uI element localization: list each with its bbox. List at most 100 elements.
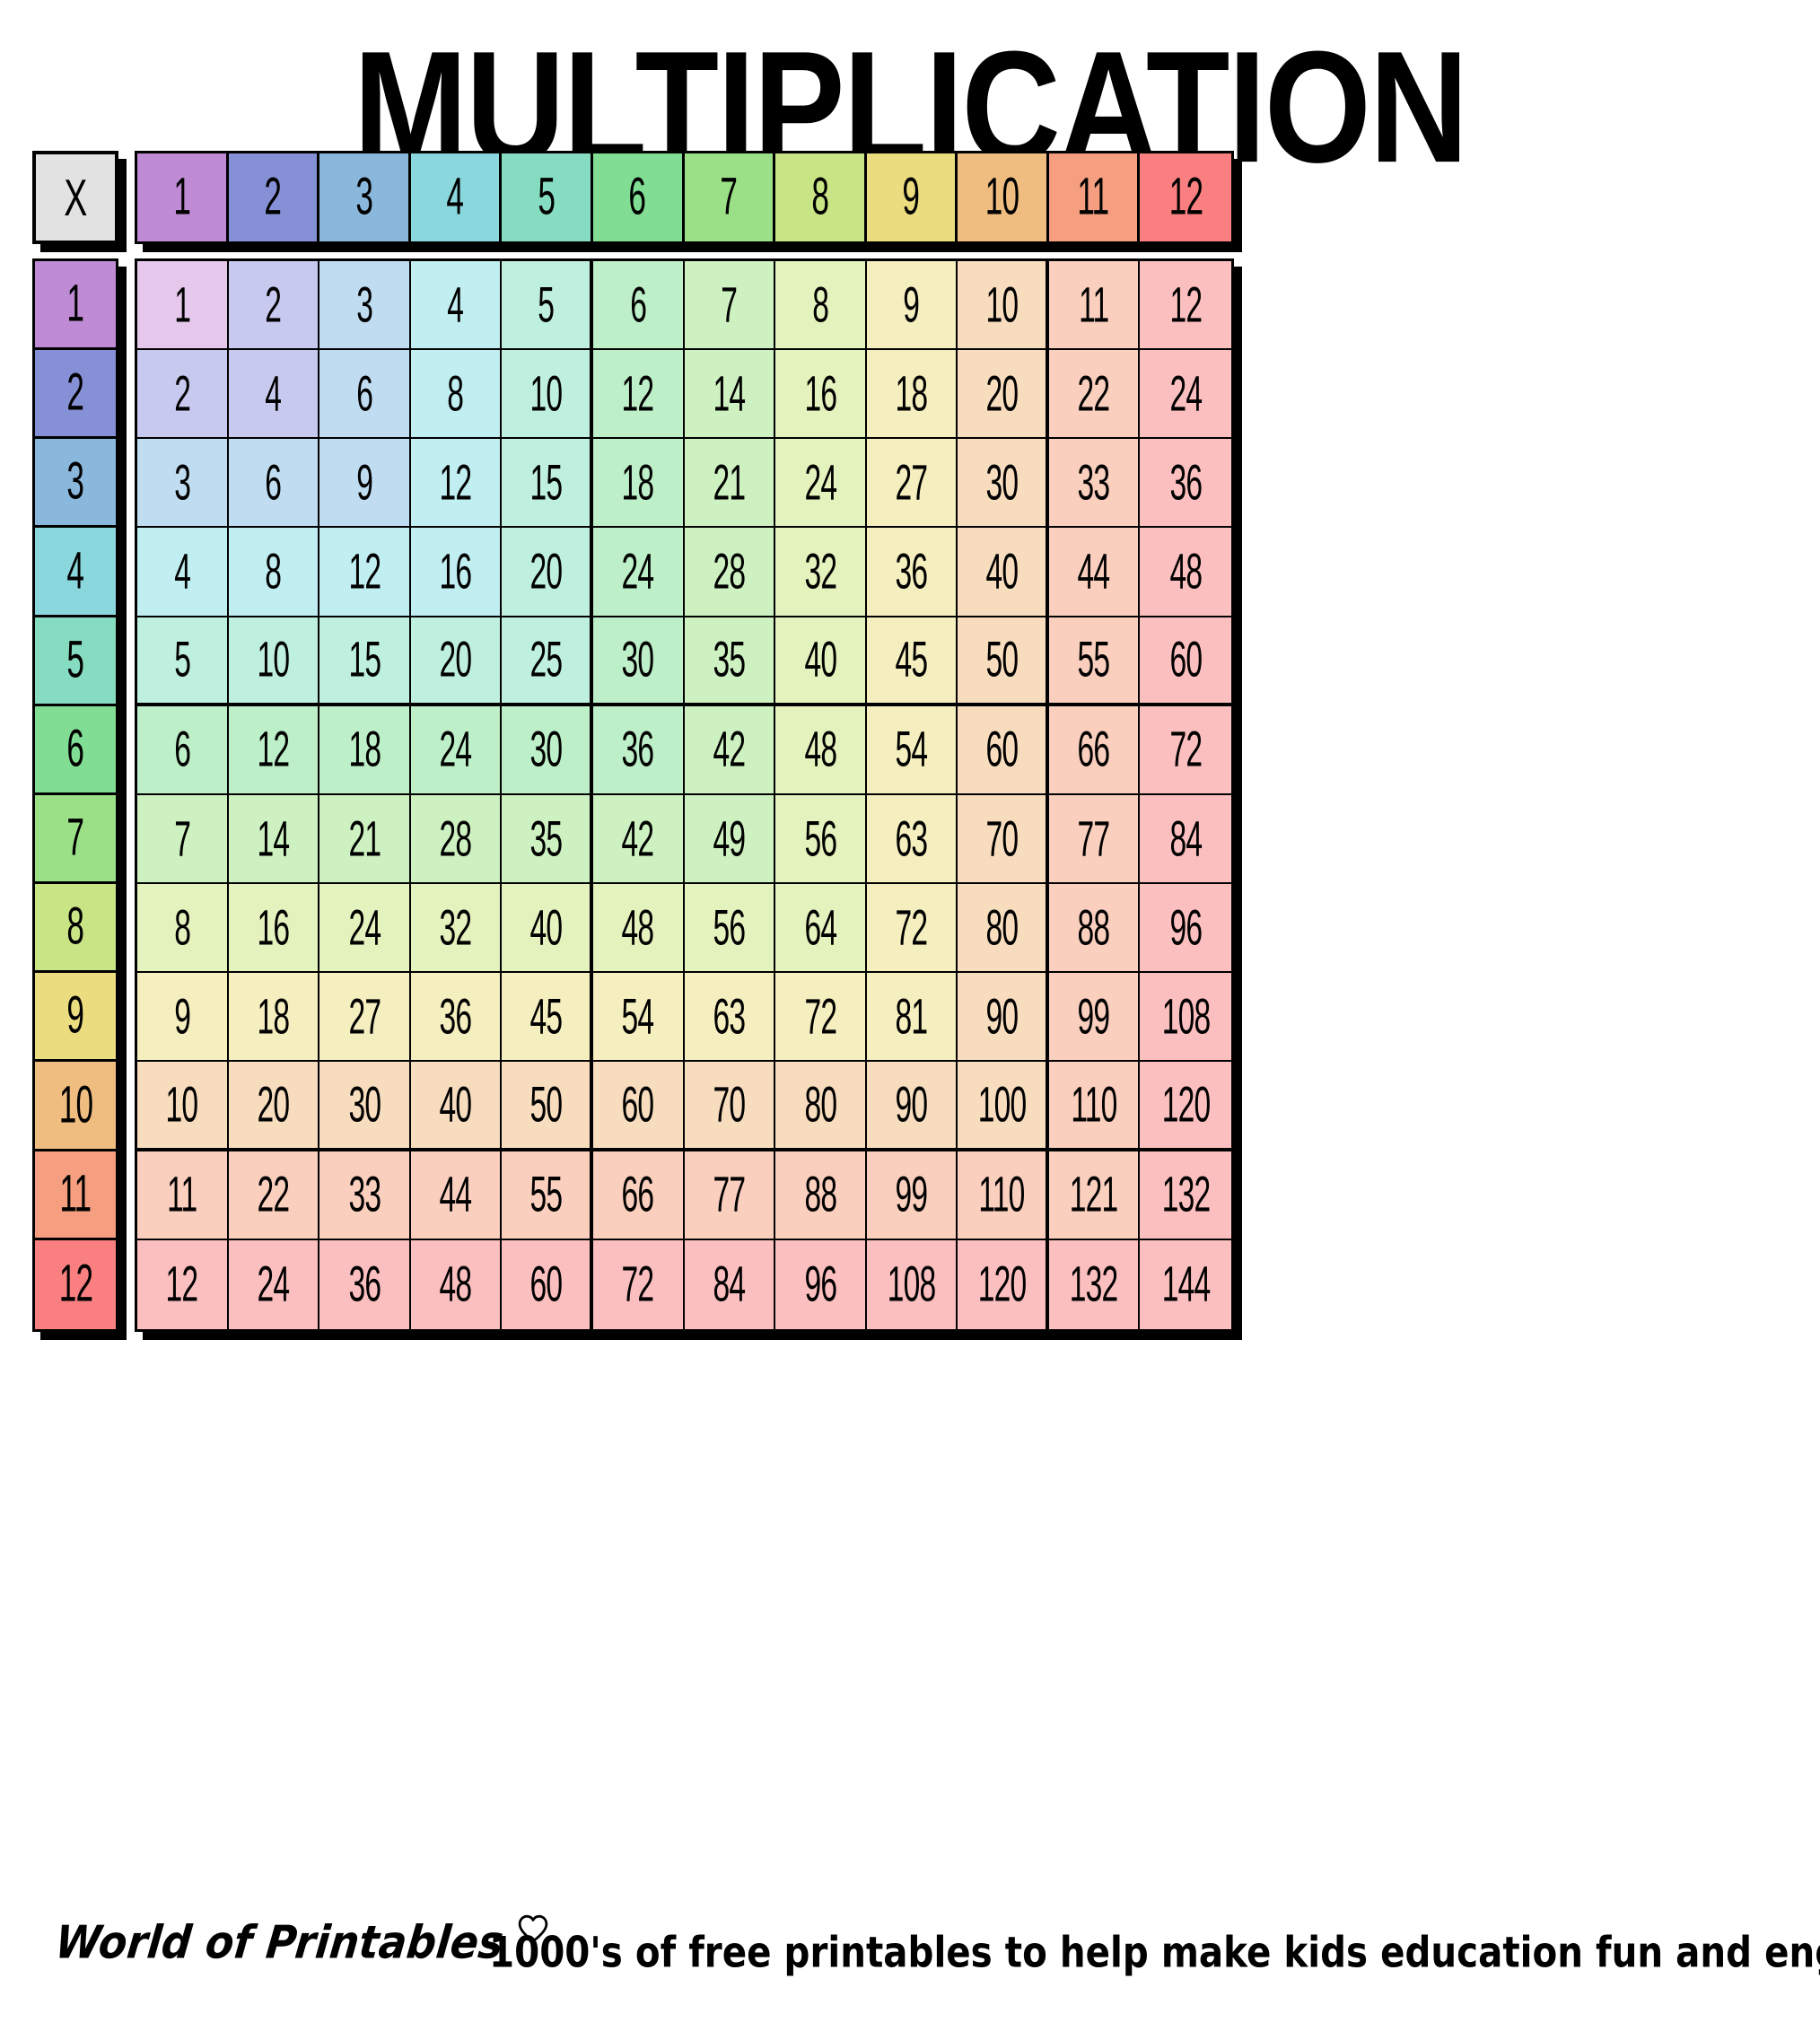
table-cell: 30 bbox=[319, 1062, 411, 1151]
table-cell: 77 bbox=[1048, 794, 1141, 885]
cell-value: 27 bbox=[348, 988, 381, 1045]
table-cell: 48 bbox=[1140, 528, 1231, 617]
cell-value: 6 bbox=[173, 721, 191, 777]
table-cell: 22 bbox=[228, 1151, 320, 1240]
cell-value: 72 bbox=[803, 988, 837, 1045]
cell-value: 48 bbox=[803, 721, 837, 777]
cell-value: 8 bbox=[811, 276, 829, 332]
corner-header-cell: X bbox=[32, 151, 127, 252]
table-cell: 30 bbox=[592, 617, 685, 706]
table-cell: 66 bbox=[592, 1151, 685, 1240]
cell-value: 30 bbox=[529, 721, 563, 777]
cell-value: 50 bbox=[529, 1076, 563, 1133]
table-cell: 45 bbox=[866, 617, 958, 706]
cell-value: 60 bbox=[529, 1256, 563, 1312]
table-cell: 100 bbox=[958, 1062, 1049, 1151]
table-cell: 28 bbox=[410, 794, 503, 885]
cell-value: 99 bbox=[1077, 988, 1111, 1045]
table-cell: 10 bbox=[502, 350, 593, 440]
table-cell: 48 bbox=[592, 884, 685, 974]
cell-value: 5 bbox=[173, 631, 191, 687]
cell-value: 12 bbox=[257, 721, 290, 777]
column-header-12: 12 bbox=[1140, 153, 1231, 241]
row-header-1: 1 bbox=[35, 261, 116, 351]
cell-value: 11 bbox=[1078, 276, 1109, 332]
table-cell: 110 bbox=[958, 1151, 1049, 1240]
cell-value: 96 bbox=[1169, 899, 1203, 956]
cell-value: 21 bbox=[348, 810, 381, 866]
table-cell: 30 bbox=[958, 439, 1049, 529]
heart-icon bbox=[518, 1914, 547, 1943]
table-cell: 36 bbox=[866, 528, 958, 617]
table-cell: 18 bbox=[228, 973, 320, 1063]
cell-value: 30 bbox=[348, 1076, 381, 1133]
column-header-5: 5 bbox=[502, 153, 593, 241]
row-header-label: 1 bbox=[66, 275, 85, 333]
table-cell: 60 bbox=[592, 1062, 685, 1151]
cell-value: 16 bbox=[439, 543, 473, 600]
table-cell: 63 bbox=[684, 973, 776, 1063]
cell-value: 16 bbox=[257, 899, 290, 956]
cell-value: 24 bbox=[439, 721, 473, 777]
table-cell: 48 bbox=[410, 1239, 503, 1329]
cell-value: 120 bbox=[1161, 1076, 1211, 1133]
table-cell: 132 bbox=[1048, 1239, 1141, 1329]
cell-value: 10 bbox=[165, 1076, 199, 1133]
table-cell: 72 bbox=[866, 884, 958, 974]
cell-value: 12 bbox=[348, 543, 381, 600]
table-cell: 3 bbox=[319, 261, 411, 351]
table-cell: 11 bbox=[137, 1151, 229, 1240]
cell-value: 56 bbox=[803, 810, 837, 866]
cell-value: 15 bbox=[529, 454, 563, 511]
corner-label: X bbox=[63, 168, 88, 227]
row-header-label: 7 bbox=[66, 809, 85, 867]
cell-value: 72 bbox=[1169, 721, 1203, 777]
table-cell: 88 bbox=[775, 1151, 867, 1240]
cell-value: 66 bbox=[621, 1166, 655, 1222]
row-header-column: 1 2 3 4 5 6 7 8 9 10 11 12 bbox=[32, 258, 118, 1332]
cell-value: 24 bbox=[257, 1256, 290, 1312]
cell-value: 81 bbox=[895, 988, 929, 1045]
cell-value: 24 bbox=[1169, 365, 1203, 422]
cell-value: 15 bbox=[348, 631, 381, 687]
table-cell: 44 bbox=[410, 1151, 503, 1240]
table-cell: 36 bbox=[410, 973, 503, 1063]
table-cell: 4 bbox=[228, 350, 320, 440]
cell-value: 84 bbox=[1169, 810, 1203, 866]
table-cell: 12 bbox=[137, 1239, 229, 1329]
table-cell: 33 bbox=[1048, 439, 1141, 529]
table-cell: 16 bbox=[775, 350, 867, 440]
table-cell: 5 bbox=[502, 261, 593, 351]
cell-value: 96 bbox=[803, 1256, 837, 1312]
cell-value: 25 bbox=[529, 631, 563, 687]
column-header-7: 7 bbox=[684, 153, 776, 241]
table-cell: 4 bbox=[137, 528, 229, 617]
cell-value: 60 bbox=[1169, 631, 1203, 687]
table-cell: 22 bbox=[1048, 350, 1141, 440]
column-header-label: 2 bbox=[264, 168, 282, 226]
table-cell: 12 bbox=[1140, 261, 1231, 351]
table-cell: 15 bbox=[319, 617, 411, 706]
table-cell: 72 bbox=[1140, 705, 1231, 795]
table-cell: 27 bbox=[319, 973, 411, 1063]
cell-value: 4 bbox=[265, 365, 282, 422]
cell-value: 18 bbox=[895, 365, 929, 422]
cell-value: 10 bbox=[529, 365, 563, 422]
cell-value: 44 bbox=[439, 1166, 473, 1222]
table-cell: 20 bbox=[958, 350, 1049, 440]
cell-value: 110 bbox=[978, 1166, 1025, 1222]
cell-value: 6 bbox=[356, 365, 373, 422]
table-cell: 14 bbox=[684, 350, 776, 440]
table-cell: 11 bbox=[1048, 261, 1141, 351]
table-cell: 6 bbox=[228, 439, 320, 529]
cell-value: 55 bbox=[1077, 631, 1111, 687]
cell-value: 108 bbox=[887, 1256, 936, 1312]
table-cell: 33 bbox=[319, 1151, 411, 1240]
row-header-label: 8 bbox=[66, 897, 85, 956]
table-cell: 18 bbox=[319, 705, 411, 795]
cell-value: 20 bbox=[985, 365, 1019, 422]
cell-value: 24 bbox=[803, 454, 837, 511]
table-cell: 20 bbox=[410, 617, 503, 706]
row-header-label: 5 bbox=[66, 630, 85, 689]
cell-value: 12 bbox=[1169, 276, 1203, 332]
